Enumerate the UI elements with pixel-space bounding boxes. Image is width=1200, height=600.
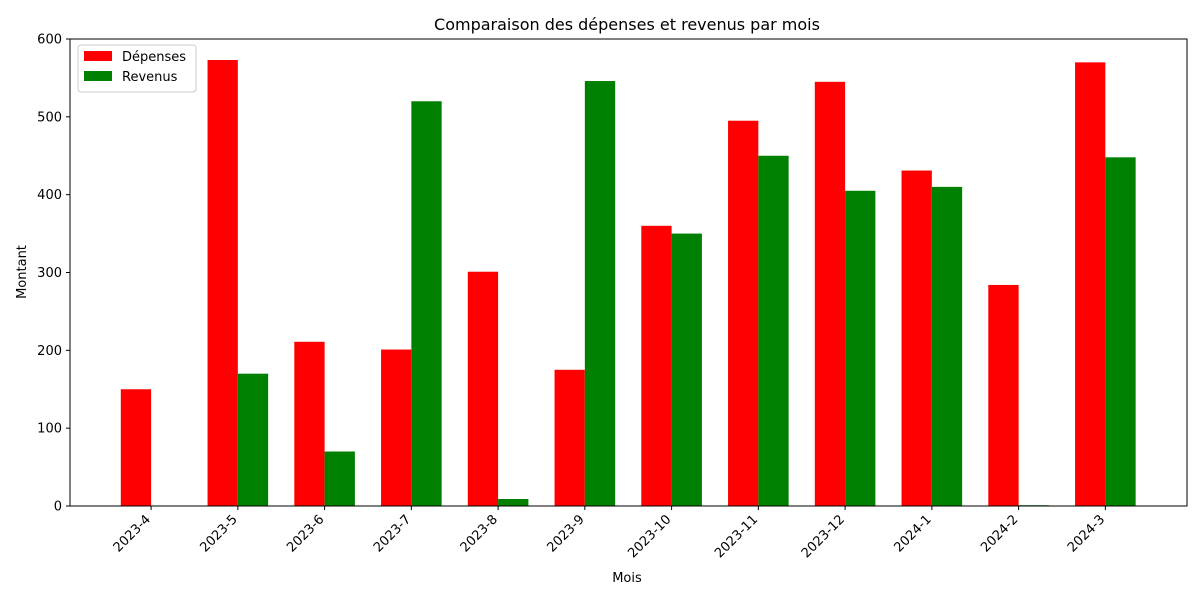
x-tick-label: 2024-1 — [892, 512, 935, 555]
bar-depenses-2023-4 — [120, 389, 152, 506]
bar-depenses-2023-8 — [467, 271, 499, 506]
x-tick-label: 2023-7 — [371, 512, 414, 555]
bar-depenses-2023-10 — [641, 225, 672, 507]
bar-depenses-2023-6 — [294, 341, 325, 506]
bars-group — [120, 60, 1136, 507]
bar-revenus-2023-8 — [498, 498, 529, 506]
bar-depenses-2023-9 — [554, 369, 585, 506]
bar-revenus-2023-12 — [845, 190, 876, 506]
x-tick-label: 2023-6 — [284, 512, 327, 555]
bar-revenus-2024-3 — [1105, 157, 1136, 506]
legend-entry: Dépenses — [122, 50, 186, 65]
bar-revenus-2023-11 — [758, 155, 789, 506]
x-tick-label: 2023-5 — [198, 512, 241, 555]
bar-depenses-2023-5 — [207, 60, 238, 506]
y-tick-label: 0 — [54, 500, 62, 515]
legend-swatch — [84, 51, 112, 61]
y-axis-label: Montant — [15, 245, 30, 299]
x-tick-label: 2023-10 — [625, 512, 674, 561]
x-tick-label: 2024-2 — [978, 512, 1021, 555]
bar-revenus-2023-5 — [237, 373, 269, 506]
bar-depenses-2023-11 — [728, 120, 759, 506]
y-tick-label: 300 — [37, 266, 62, 281]
bar-revenus-2023-9 — [584, 81, 616, 506]
x-tick-label: 2023-12 — [799, 512, 848, 561]
x-tick-label: 2023-9 — [545, 512, 588, 555]
y-tick-label: 200 — [37, 344, 62, 359]
legend: Dépenses Revenus — [77, 44, 197, 93]
x-axis-label: Mois — [612, 571, 642, 586]
bar-depenses-2023-7 — [381, 349, 412, 506]
x-tick-label: 2023-4 — [111, 512, 154, 555]
chart-title: Comparaison des dépenses et revenus par … — [434, 15, 820, 34]
bar-revenus-2024-1 — [931, 186, 963, 506]
y-tick-label: 100 — [37, 422, 62, 437]
y-tick-label: 500 — [37, 110, 62, 125]
bar-depenses-2024-2 — [988, 284, 1019, 506]
bar-depenses-2023-12 — [814, 81, 846, 506]
x-tick-label: 2023-11 — [712, 512, 761, 561]
x-tick-label: 2023-8 — [458, 512, 501, 555]
y-tick-label: 400 — [37, 188, 62, 203]
bar-depenses-2024-3 — [1075, 62, 1106, 506]
bar-revenus-2023-6 — [324, 451, 355, 506]
bar-depenses-2024-1 — [901, 170, 932, 506]
bar-revenus-2023-10 — [671, 233, 702, 507]
legend-entry: Revenus — [122, 70, 178, 85]
x-tick-label: 2024-3 — [1065, 512, 1108, 555]
legend-swatch — [84, 71, 112, 81]
y-tick-label: 600 — [37, 33, 62, 48]
bar-revenus-2023-7 — [411, 101, 442, 507]
